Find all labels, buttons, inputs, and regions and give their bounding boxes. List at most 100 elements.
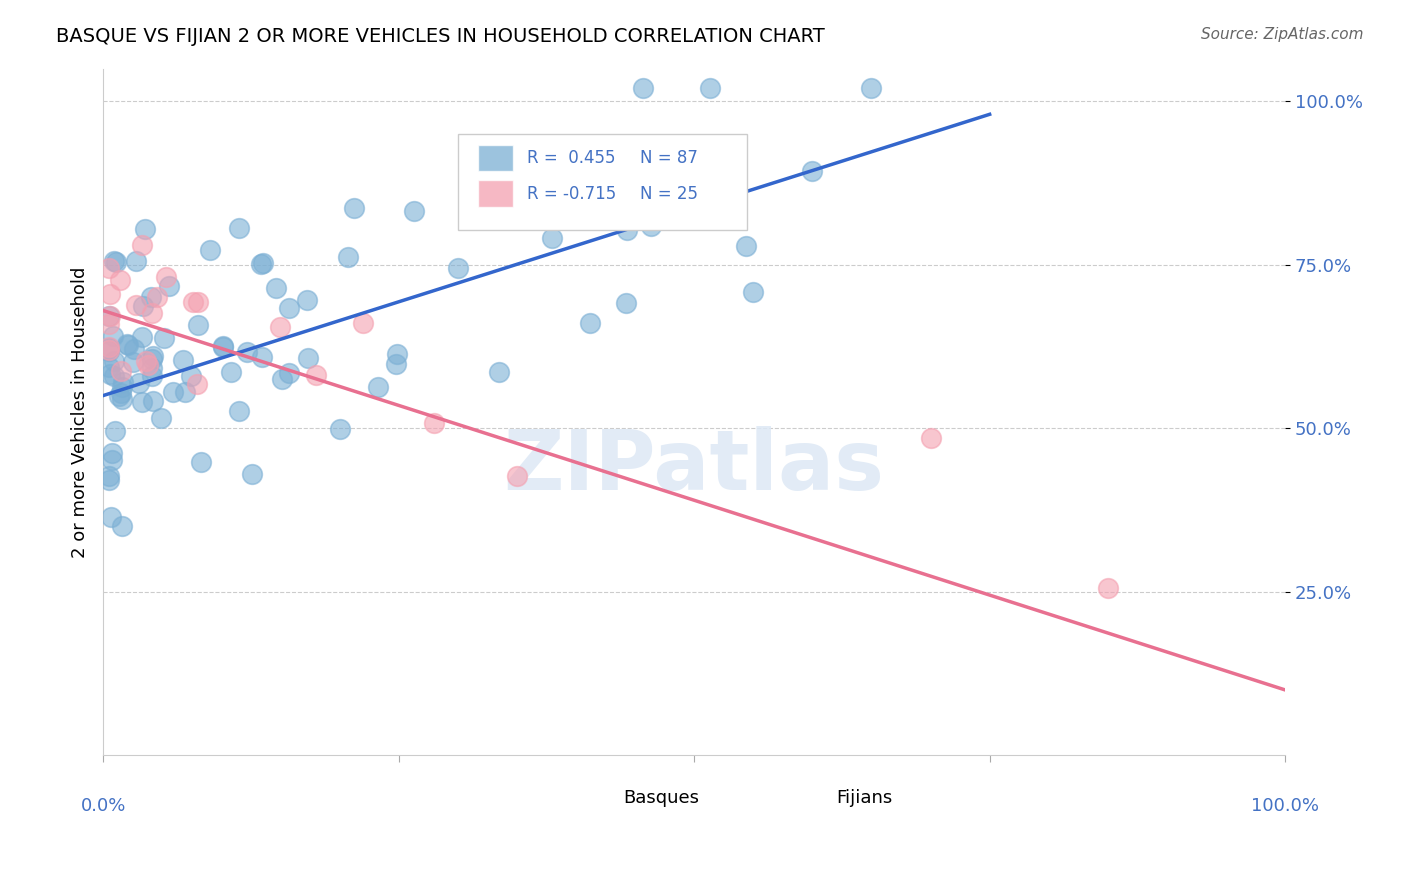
Point	[111, 376, 134, 390]
Point	[155, 269, 177, 284]
Point	[153, 331, 176, 345]
Text: BASQUE VS FIJIAN 2 OR MORE VEHICLES IN HOUSEHOLD CORRELATION CHART: BASQUE VS FIJIAN 2 OR MORE VEHICLES IN H…	[56, 27, 825, 45]
Point	[295, 293, 318, 308]
Point	[108, 389, 131, 403]
Point	[104, 255, 127, 269]
Point	[640, 219, 662, 233]
Point	[98, 340, 121, 354]
Point	[110, 273, 132, 287]
Point	[110, 363, 132, 377]
Point	[187, 318, 209, 332]
Point	[190, 454, 212, 468]
Point	[447, 261, 470, 276]
Point	[186, 376, 208, 391]
Point	[367, 380, 389, 394]
Point	[141, 306, 163, 320]
Point	[278, 366, 301, 380]
Point	[250, 257, 273, 271]
FancyBboxPatch shape	[794, 785, 824, 811]
Point	[157, 279, 180, 293]
Point	[100, 509, 122, 524]
Point	[337, 250, 360, 264]
Point	[134, 222, 156, 236]
Point	[1097, 581, 1119, 595]
Point	[592, 202, 614, 217]
FancyBboxPatch shape	[582, 785, 612, 811]
Point	[124, 254, 146, 268]
Point	[98, 309, 121, 323]
Point	[128, 376, 150, 391]
Point	[385, 347, 408, 361]
Point	[180, 369, 202, 384]
Point	[98, 342, 121, 356]
Point	[250, 350, 273, 364]
Point	[860, 81, 883, 95]
Point	[103, 353, 125, 368]
Point	[98, 343, 121, 358]
Point	[103, 253, 125, 268]
Point	[264, 281, 287, 295]
Point	[402, 204, 425, 219]
Point	[142, 349, 165, 363]
Point	[506, 468, 529, 483]
Point	[98, 360, 121, 375]
Point	[98, 261, 121, 276]
Point	[103, 368, 125, 383]
Point	[343, 202, 366, 216]
Point	[240, 467, 263, 482]
Point	[742, 285, 765, 299]
Text: R =  0.455: R = 0.455	[527, 149, 616, 167]
Point	[579, 316, 602, 330]
Point	[111, 519, 134, 533]
FancyBboxPatch shape	[478, 180, 513, 207]
Point	[271, 372, 294, 386]
Point	[683, 153, 706, 168]
Text: 0.0%: 0.0%	[80, 797, 125, 814]
Point	[135, 354, 157, 368]
Point	[212, 339, 235, 353]
Point	[305, 368, 328, 382]
Point	[735, 239, 758, 253]
Point	[131, 329, 153, 343]
Point	[131, 299, 153, 313]
Point	[141, 369, 163, 384]
Point	[174, 384, 197, 399]
Point	[172, 353, 194, 368]
Point	[101, 446, 124, 460]
Point	[131, 238, 153, 252]
Point	[100, 286, 122, 301]
Point	[614, 296, 637, 310]
Point	[699, 81, 721, 95]
Point	[98, 469, 121, 483]
Point	[647, 164, 669, 178]
Point	[141, 351, 163, 366]
Point	[142, 393, 165, 408]
Point	[385, 357, 408, 371]
Text: N = 25: N = 25	[640, 185, 697, 202]
Point	[117, 338, 139, 352]
FancyBboxPatch shape	[458, 134, 748, 230]
Point	[252, 256, 274, 270]
Point	[328, 422, 350, 436]
Y-axis label: 2 or more Vehicles in Household: 2 or more Vehicles in Household	[72, 266, 89, 558]
Point	[98, 367, 121, 381]
Text: ZIPatlas: ZIPatlas	[503, 426, 884, 508]
Point	[236, 344, 259, 359]
Point	[98, 473, 121, 487]
Point	[801, 164, 824, 178]
Point	[110, 380, 132, 394]
Point	[117, 336, 139, 351]
Text: Source: ZipAtlas.com: Source: ZipAtlas.com	[1201, 27, 1364, 42]
Point	[183, 295, 205, 310]
Point	[131, 395, 153, 409]
Point	[228, 221, 250, 235]
Text: Fijians: Fijians	[837, 789, 893, 807]
Point	[352, 316, 374, 330]
Text: N = 87: N = 87	[640, 149, 697, 167]
Point	[269, 319, 291, 334]
Point	[122, 342, 145, 356]
Point	[141, 361, 163, 376]
Point	[423, 417, 446, 431]
Text: 100.0%: 100.0%	[1251, 797, 1319, 814]
Point	[139, 290, 162, 304]
